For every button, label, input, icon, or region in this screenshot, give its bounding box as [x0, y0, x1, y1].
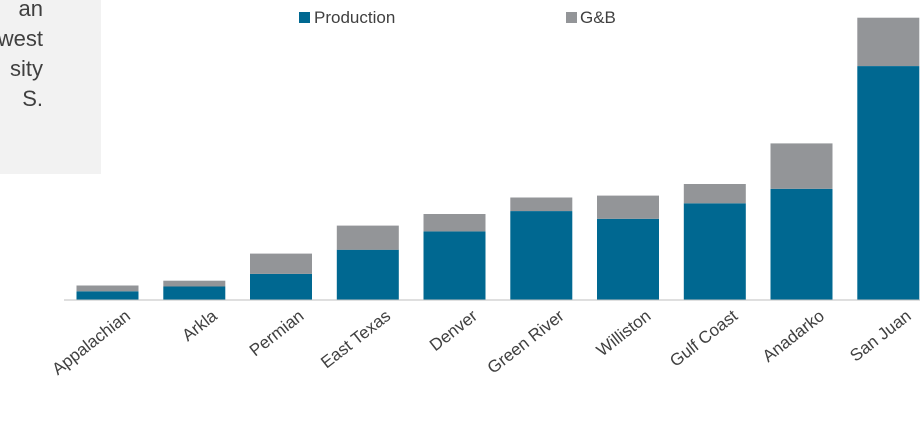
- bar-production-williston: [597, 218, 659, 300]
- x-tick-labels: Appalachian Arkla Permian East Texas Denver G…: [49, 306, 915, 379]
- legend-label-production: Production: [314, 8, 395, 27]
- bar-production-arkla: [163, 286, 226, 300]
- bar-gb-san-juan: [857, 17, 920, 66]
- x-tick-label-appalachian: Appalachian: [49, 306, 134, 379]
- legend: Production G&B: [299, 8, 616, 27]
- bar-production-anadarko: [770, 188, 833, 300]
- bar-gb-permian: [250, 253, 312, 274]
- bar-gb-anadarko: [770, 143, 833, 189]
- x-tick-label-east-texas: East Texas: [317, 306, 394, 372]
- bar-gb-east-texas: [336, 225, 399, 250]
- legend-label-gb: G&B: [580, 8, 616, 27]
- bar-gb-denver: [423, 214, 486, 232]
- x-tick-label-williston: Williston: [593, 306, 655, 360]
- bar-gb-arkla: [163, 280, 226, 287]
- x-tick-label-san-juan: San Juan: [846, 306, 914, 365]
- bar-production-east-texas: [336, 249, 399, 300]
- bar-production-green-river: [510, 211, 573, 300]
- x-tick-label-permian: Permian: [246, 306, 308, 360]
- x-tick-label-anadarko: Anadarko: [759, 306, 828, 366]
- bars: [76, 17, 920, 300]
- bar-production-san-juan: [857, 66, 920, 300]
- x-tick-label-green-river: Green River: [484, 306, 568, 378]
- x-tick-label-gulf-coast: Gulf Coast: [666, 306, 741, 371]
- bar-gb-green-river: [510, 197, 573, 211]
- bar-gb-williston: [597, 195, 659, 219]
- bar-production-permian: [250, 273, 312, 300]
- x-tick-label-arkla: Arkla: [178, 306, 221, 345]
- legend-swatch-gb: [566, 12, 577, 23]
- text-callout: an west sity S.: [0, 0, 101, 174]
- callout-text: an west sity S.: [0, 0, 43, 111]
- bar-gb-gulf-coast: [683, 184, 746, 204]
- bar-production-gulf-coast: [683, 203, 746, 300]
- x-tick-label-denver: Denver: [426, 306, 481, 355]
- bar-gb-appalachian: [76, 285, 139, 292]
- legend-swatch-production: [299, 12, 310, 23]
- bar-production-appalachian: [76, 291, 139, 300]
- bar-production-denver: [423, 231, 486, 300]
